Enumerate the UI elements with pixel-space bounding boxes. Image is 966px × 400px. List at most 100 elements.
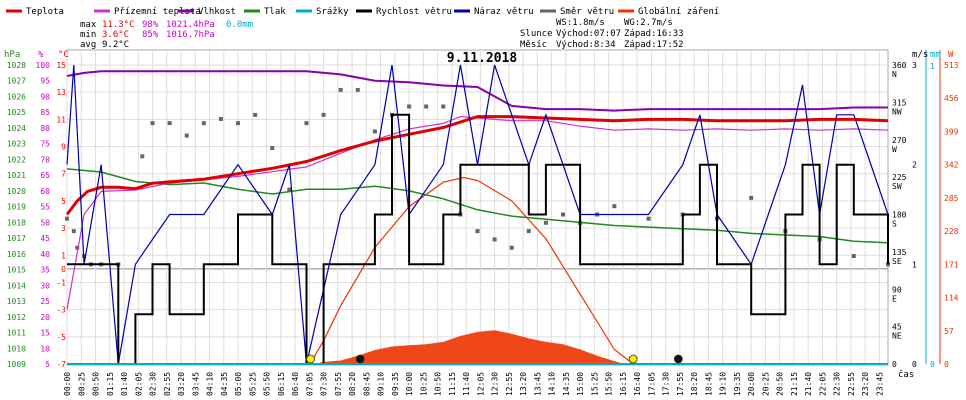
stats-min-temp: 3.6°C — [102, 30, 129, 40]
slunce-rise: Východ:07:07 — [556, 29, 621, 39]
w-tick-label: 456 — [944, 94, 959, 103]
dir-tick-sublabel: NE — [892, 332, 902, 341]
time-tick-label: 02:30 — [149, 372, 158, 396]
time-tick-label: 22:30 — [833, 372, 842, 396]
wind-speed-line — [67, 113, 889, 365]
legend-label-srazky: Srážky — [316, 7, 349, 17]
time-tick-label: 22:05 — [818, 372, 827, 396]
dir-tick-label: 90 — [892, 285, 902, 294]
stats-max-temp: 11.3°C — [102, 20, 135, 30]
time-tick-label: 09:10 — [377, 372, 386, 396]
hpa-tick-label: 1009 — [7, 360, 26, 369]
deg-tick-label: 5 — [61, 197, 66, 206]
stats-min-press: 1016.7hPa — [166, 30, 215, 40]
time-tick-label: 02:55 — [163, 372, 172, 396]
time-tick-label: 04:10 — [206, 372, 215, 396]
wind-gust-line — [66, 64, 889, 365]
pct-tick-label: 75 — [40, 140, 50, 149]
w-tick-label: 228 — [944, 227, 959, 236]
pct-tick-label: 85 — [40, 108, 50, 117]
pct-tick-label: 30 — [40, 281, 50, 290]
wind-dir-point — [886, 262, 890, 267]
hpa-tick-label: 1015 — [7, 266, 26, 275]
time-tick-label: 12:55 — [505, 372, 514, 396]
time-tick-label: 03:20 — [177, 372, 186, 396]
legend-label-globalni-zareni: Globální záření — [638, 7, 719, 17]
wind-dir-point — [75, 245, 80, 250]
wind-dir-point — [321, 112, 326, 117]
dir-tick-label: 270 — [892, 136, 907, 145]
pct-tick-label: 50 — [40, 218, 50, 227]
pct-tick-label: 45 — [40, 234, 50, 243]
pct-tick-label: 60 — [40, 187, 50, 196]
stats-min-hum: 85% — [142, 30, 159, 40]
time-tick-label: 14:10 — [548, 372, 557, 396]
time-tick-label: 01:15 — [106, 372, 115, 396]
time-tick-label: 19:35 — [733, 372, 742, 396]
stats-min-label: min — [80, 30, 96, 40]
time-tick-label: 00:00 — [63, 372, 72, 396]
w-tick-label: 399 — [944, 127, 959, 136]
wind-dir-point — [561, 212, 566, 217]
pct-tick-label: 25 — [40, 297, 50, 306]
w-tick-label: 0 — [944, 360, 949, 369]
time-tick-label: 12:05 — [476, 372, 485, 396]
pct-tick-label: 70 — [40, 155, 50, 164]
hpa-tick-label: 1019 — [7, 203, 26, 212]
sunset-marker — [628, 354, 638, 364]
time-tick-label: 00:50 — [92, 372, 101, 396]
wind-dir-point — [441, 104, 446, 109]
wind-dir-point — [526, 229, 531, 234]
pct-tick-label: 40 — [40, 250, 50, 259]
wind-dir-point — [167, 121, 172, 126]
time-tick-label: 11:15 — [448, 372, 457, 396]
dir-tick-label: 45 — [892, 323, 902, 332]
hpa-tick-label: 1016 — [7, 250, 26, 259]
deg-tick-label: -5 — [56, 333, 66, 342]
time-tick-label: 06:15 — [277, 372, 286, 396]
pct-tick-label: 15 — [40, 329, 50, 338]
wg-text: WG:2.7m/s — [624, 18, 673, 28]
time-tick-label: 09:35 — [391, 372, 400, 396]
time-tick-label: 10:25 — [419, 372, 428, 396]
axes: 1028102710261025102410231022102110201019… — [7, 50, 959, 396]
time-tick-label: 03:45 — [191, 372, 200, 396]
time-tick-label: 06:40 — [291, 372, 300, 396]
pct-tick-label: 55 — [40, 203, 50, 212]
time-tick-label: 05:00 — [234, 372, 243, 396]
w-tick-label: 57 — [944, 327, 954, 336]
axis-title-mm: mm — [930, 50, 941, 60]
wind-dir-point — [338, 87, 343, 92]
wind-dir-point — [492, 237, 497, 242]
deg-zero-label: 0 — [61, 265, 66, 274]
axis-title-cas: čas — [898, 369, 914, 380]
time-tick-label: 02:05 — [134, 372, 143, 396]
wind-dir-point — [236, 121, 241, 126]
time-tick-label: 19:10 — [719, 372, 728, 396]
wind-dir-point — [304, 121, 309, 126]
legend-label-tlak: Tlak — [264, 7, 286, 17]
time-tick-label: 15:25 — [590, 372, 599, 396]
pct-tick-label: 80 — [40, 124, 50, 133]
wind-dir-point — [150, 121, 155, 126]
wind-dir-point — [372, 129, 377, 134]
legend-label-prizemni-teplota: Přízemní teplota — [114, 7, 201, 17]
wind-dir-point — [851, 254, 856, 259]
slunce-label: Slunce — [520, 29, 553, 39]
time-tick-label: 08:20 — [348, 372, 357, 396]
hpa-tick-label: 1025 — [7, 108, 26, 117]
stats-max-hum: 98% — [142, 20, 159, 30]
time-tick-label: 07:55 — [334, 372, 343, 396]
hpa-tick-label: 1010 — [7, 344, 26, 353]
time-tick-label: 13:45 — [533, 372, 542, 396]
hpa-tick-label: 1017 — [7, 234, 26, 243]
time-tick-label: 04:35 — [220, 372, 229, 396]
wind-dir-point — [253, 112, 258, 117]
pct-tick-label: 5 — [45, 360, 50, 369]
moonset-marker — [673, 354, 683, 364]
dir-tick-sublabel: SE — [892, 257, 902, 266]
time-tick-label: 13:20 — [519, 372, 528, 396]
time-tick-label: 21:40 — [804, 372, 813, 396]
time-tick-label: 15:00 — [576, 372, 585, 396]
